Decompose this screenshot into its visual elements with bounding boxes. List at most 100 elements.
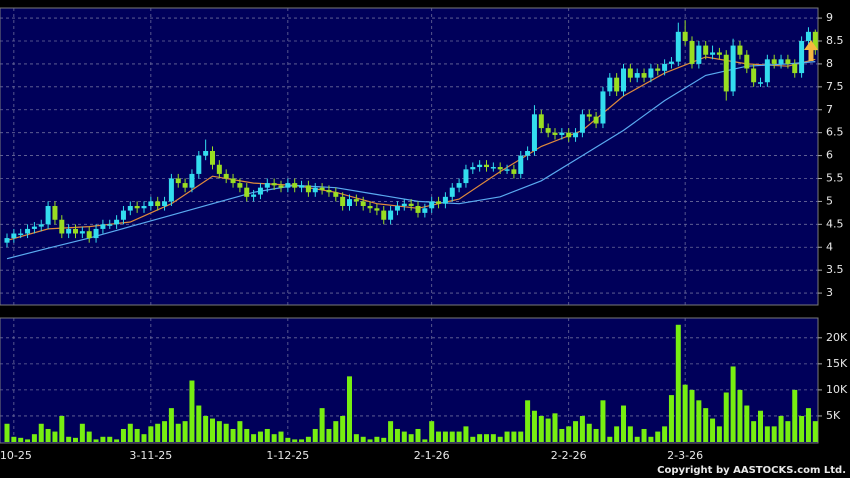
candle-body (168, 178, 174, 202)
candle-body (319, 187, 325, 190)
candle-body (662, 63, 668, 71)
y-tick-label: 9 (826, 11, 833, 24)
candle-body (326, 189, 332, 193)
volume-bar (771, 426, 777, 442)
candle-body (490, 167, 496, 169)
volume-bar (792, 389, 798, 442)
y-tick-label: 5K (826, 409, 841, 422)
y-tick-label: 3 (826, 286, 833, 299)
volume-bar (668, 395, 674, 442)
candle-body (456, 183, 462, 188)
candle-body (497, 167, 503, 170)
y-tick-label: 4.5 (826, 217, 844, 230)
candle-body (504, 169, 510, 171)
candle-body (484, 164, 489, 168)
candle-body (401, 203, 407, 206)
candle-body (182, 183, 188, 188)
volume-bar (251, 434, 257, 442)
volume-bar (86, 431, 92, 442)
y-tick-label: 20K (826, 331, 848, 344)
candle-body (127, 206, 133, 211)
volume-bar (586, 423, 592, 442)
candle-body (120, 210, 126, 220)
volume-bar (477, 434, 483, 442)
candle-body (586, 114, 592, 117)
candle-body (627, 68, 633, 78)
candle-body (93, 228, 99, 239)
y-tick-label: 6 (826, 149, 833, 162)
candle-body (812, 31, 818, 51)
y-tick-label: 3.5 (826, 263, 844, 276)
volume-bar (566, 426, 572, 442)
volume-bar (525, 400, 531, 442)
volume-bar (353, 434, 359, 442)
volume-bar (381, 437, 387, 442)
volume-bar (333, 421, 339, 442)
candle-body (11, 233, 17, 239)
volume-bar (134, 428, 140, 442)
volume-bar (25, 439, 31, 442)
volume-bar (778, 415, 784, 442)
volume-bar (367, 439, 373, 442)
candle-body (449, 187, 455, 197)
candle-body (210, 151, 215, 165)
volume-bar (148, 426, 154, 442)
volume-bar (470, 436, 476, 442)
candle-body (38, 224, 44, 227)
candle-body (614, 77, 620, 92)
candle-body (114, 219, 120, 225)
candle-body (415, 206, 421, 213)
x-tick-label: 2-1-26 (414, 449, 450, 462)
volume-bar (484, 434, 489, 442)
candle-body (360, 201, 366, 206)
candle-body (573, 132, 579, 138)
y-tick-label: 4 (826, 240, 833, 253)
candle-body (59, 219, 65, 234)
candle-body (244, 187, 250, 197)
candle-body (79, 231, 85, 234)
candle-body (25, 228, 31, 234)
candle-body (141, 206, 147, 209)
candle-body (196, 155, 202, 174)
candle-body (675, 31, 681, 62)
volume-bar (531, 410, 537, 442)
volume-bar (456, 431, 462, 442)
x-tick-label: 2-2-26 (551, 449, 587, 462)
volume-bar (319, 408, 325, 442)
volume-bar (463, 426, 469, 442)
volume-bar (31, 434, 37, 442)
candle-body (86, 231, 92, 239)
candle-body (545, 128, 551, 133)
candle-body (278, 185, 284, 188)
volume-bar (641, 428, 647, 442)
volume-bar (189, 380, 195, 442)
candle-body (388, 210, 394, 220)
candle-body (100, 224, 106, 229)
candle-body (579, 114, 585, 133)
volume-bar (593, 428, 599, 442)
candle-body (792, 63, 798, 74)
volume-bar (196, 405, 202, 442)
volume-bar (394, 428, 400, 442)
volume-bar (449, 431, 455, 442)
candle-body (621, 68, 626, 92)
volume-bar (675, 324, 681, 442)
volume-bar (312, 428, 318, 442)
volume-bar (257, 431, 263, 442)
candle-body (230, 178, 236, 184)
volume-bar (758, 410, 763, 442)
volume-bar (764, 426, 770, 442)
candle-body (559, 132, 565, 135)
arrow-icon (804, 40, 818, 61)
volume-bar (388, 421, 394, 442)
candle-body (710, 52, 716, 55)
candle-body (66, 228, 72, 234)
candle-body (374, 208, 380, 211)
y-tick-label: 15K (826, 357, 848, 370)
x-tick-label: -10-25 (0, 449, 32, 462)
candle-body (285, 183, 291, 188)
candle-body (703, 45, 709, 55)
volume-bar (73, 437, 78, 442)
candle-body (18, 233, 24, 235)
candle-body (785, 59, 791, 64)
